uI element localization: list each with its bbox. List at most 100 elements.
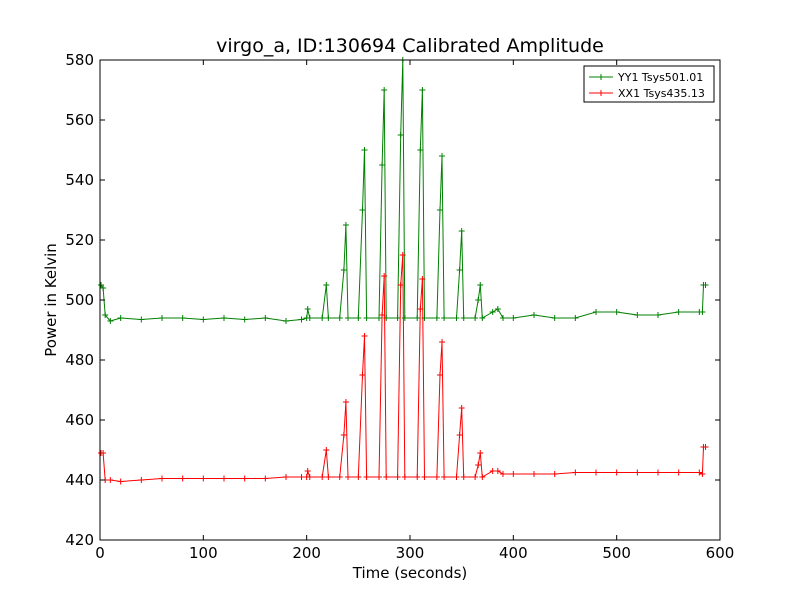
data-point xyxy=(397,132,404,138)
data-point xyxy=(441,315,448,321)
y-tick-label: 460 xyxy=(65,411,94,429)
data-point xyxy=(593,469,599,476)
data-point xyxy=(102,312,109,318)
x-tick-label: 400 xyxy=(499,544,528,562)
series-line-0 xyxy=(100,59,706,322)
data-point xyxy=(439,153,446,159)
data-point xyxy=(262,315,269,321)
y-tick-label: 520 xyxy=(65,231,94,249)
data-point xyxy=(363,474,370,480)
data-point xyxy=(319,315,326,321)
data-point xyxy=(699,309,706,315)
x-tick-label: 600 xyxy=(706,544,735,562)
data-point xyxy=(702,444,709,450)
series-markers-0 xyxy=(98,57,709,324)
x-axis-label: Time (seconds) xyxy=(352,564,468,582)
data-point xyxy=(179,315,186,321)
data-point xyxy=(702,282,709,288)
data-point xyxy=(436,372,443,378)
data-point xyxy=(323,447,330,453)
data-point xyxy=(221,315,227,321)
data-point xyxy=(433,474,440,480)
data-point xyxy=(117,315,124,321)
y-tick-label: 440 xyxy=(65,471,94,489)
data-point xyxy=(298,316,305,323)
data-point xyxy=(336,474,343,480)
data-point xyxy=(394,474,401,480)
x-tick-label: 0 xyxy=(95,544,105,562)
y-tick-label: 500 xyxy=(65,291,94,309)
data-point xyxy=(340,432,347,438)
legend-swatch-marker xyxy=(598,90,604,96)
data-point xyxy=(531,471,537,477)
data-point xyxy=(456,432,463,438)
data-point xyxy=(460,474,467,480)
data-point xyxy=(479,474,486,480)
data-point xyxy=(453,474,460,480)
data-point xyxy=(159,315,165,321)
data-point xyxy=(593,309,599,315)
data-point xyxy=(675,309,682,315)
data-point xyxy=(319,474,326,480)
data-point xyxy=(421,474,428,480)
data-point xyxy=(441,474,448,480)
data-point xyxy=(417,147,424,153)
data-point xyxy=(117,478,124,485)
data-point xyxy=(399,252,406,258)
data-point xyxy=(634,469,641,476)
data-point xyxy=(489,309,496,315)
data-point xyxy=(383,474,390,480)
data-point xyxy=(472,315,479,321)
data-point xyxy=(634,312,641,318)
data-point xyxy=(363,315,370,321)
data-point xyxy=(381,87,388,93)
data-point xyxy=(107,477,114,483)
data-point xyxy=(394,315,401,321)
data-point xyxy=(100,450,107,456)
data-point xyxy=(655,312,661,318)
data-point xyxy=(342,399,349,405)
y-axis-label: Power in Kelvin xyxy=(42,243,60,357)
data-point xyxy=(241,475,248,482)
data-point xyxy=(107,318,114,324)
plot-area xyxy=(98,57,709,485)
data-point xyxy=(340,267,347,273)
data-point xyxy=(458,228,465,234)
y-tick-label: 420 xyxy=(65,531,94,549)
legend-label: YY1 Tsys501.01 xyxy=(617,71,703,84)
data-point xyxy=(477,450,484,456)
data-point xyxy=(613,309,620,315)
data-point xyxy=(298,474,305,480)
data-point xyxy=(359,207,366,213)
data-point xyxy=(436,207,443,213)
data-point xyxy=(551,471,558,477)
data-point xyxy=(379,162,386,168)
data-point xyxy=(510,471,517,477)
data-point xyxy=(494,306,501,312)
data-point xyxy=(453,315,460,321)
data-point xyxy=(401,474,408,480)
data-point xyxy=(414,315,421,321)
data-point xyxy=(325,474,332,480)
axis-ticks: 0 100 200 300 400 500 600 420 440 460 480 500 520 540… xyxy=(65,51,734,562)
data-point xyxy=(699,471,706,477)
data-point xyxy=(304,468,311,474)
data-point xyxy=(456,267,463,273)
data-point xyxy=(675,469,682,476)
data-point xyxy=(304,306,311,312)
data-point xyxy=(241,316,248,323)
data-point xyxy=(159,475,165,482)
data-point xyxy=(460,315,467,321)
data-point xyxy=(500,471,506,477)
data-point xyxy=(200,316,207,323)
y-tick-label: 580 xyxy=(65,51,94,69)
data-point xyxy=(696,469,703,476)
data-point xyxy=(417,306,424,312)
legend: YY1 Tsys501.01 XX1 Tsys435.13 xyxy=(583,65,715,103)
data-point xyxy=(342,222,349,228)
data-point xyxy=(283,318,289,324)
data-point xyxy=(381,273,388,279)
data-point xyxy=(572,469,579,476)
data-point xyxy=(345,474,351,480)
